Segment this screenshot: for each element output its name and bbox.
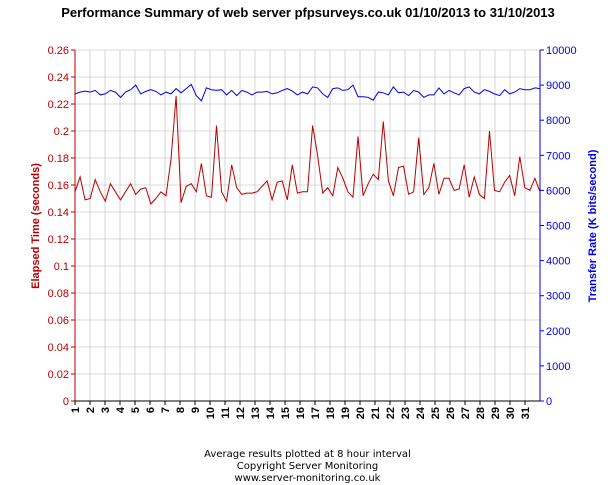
footer-interval-note: Average results plotted at 8 hour interv… xyxy=(204,449,411,460)
y-tick-label-left: 0.18 xyxy=(48,153,69,165)
x-tick-label: 24 xyxy=(415,406,427,419)
y-tick-label-left: 0.04 xyxy=(48,342,69,354)
y-tick-label-right: 3000 xyxy=(546,291,570,303)
series-group xyxy=(74,83,541,205)
y-tick-label-right: 4000 xyxy=(546,256,570,268)
x-tick-label: 5 xyxy=(130,407,142,413)
x-tick-label: 8 xyxy=(175,407,187,413)
y-tick-label-left: 0.24 xyxy=(48,72,69,84)
x-tick-label: 18 xyxy=(325,407,337,419)
x-tick-label: 17 xyxy=(310,407,322,419)
x-ticks: 1 2 3 4 5 6 7 8 9 10 11 12 13 14 15 16 17 18 19 20 21 22 23 24 2… xyxy=(70,401,532,419)
x-tick-label: 23 xyxy=(400,407,412,419)
y-ticks-left: 0 0.02 0.04 0.06 0.08 0.1 0.12 0.14 0.16 0.18 0.2 0… xyxy=(48,45,75,408)
y-axis-label-left: Elapsed Time (seconds) xyxy=(30,163,42,289)
y-tick-label-left: 0.1 xyxy=(54,261,69,273)
x-tick-label: 25 xyxy=(430,407,442,419)
axes xyxy=(74,50,541,402)
x-tick-label: 13 xyxy=(250,407,262,419)
footer-copyright: Copyright Server Monitoring xyxy=(236,461,379,472)
y-tick-label-left: 0.14 xyxy=(48,207,69,219)
x-tick-label: 9 xyxy=(190,407,202,413)
y-tick-label-left: 0.08 xyxy=(48,288,69,300)
x-tick-label: 11 xyxy=(220,407,232,419)
x-tick-label: 26 xyxy=(445,407,457,419)
y-tick-label-right: 10000 xyxy=(546,45,577,57)
x-tick-label: 3 xyxy=(100,407,112,413)
x-tick-label: 7 xyxy=(160,407,172,413)
y-tick-label-right: 6000 xyxy=(546,185,570,197)
x-tick-label: 4 xyxy=(115,406,127,413)
y-tick-label-left: 0.06 xyxy=(48,315,69,327)
x-tick-label: 31 xyxy=(520,407,532,419)
x-tick-label: 15 xyxy=(280,407,292,419)
x-tick-label: 2 xyxy=(85,407,97,413)
x-tick-label: 21 xyxy=(370,407,382,419)
x-tick-label: 29 xyxy=(490,407,502,419)
x-tick-label: 1 xyxy=(70,407,82,413)
y-axis-label-right: Transfer Rate (K bits/second) xyxy=(587,149,599,302)
x-tick-label: 28 xyxy=(475,407,487,419)
series-line-transfer-rate xyxy=(74,83,541,102)
y-tick-label-left: 0.16 xyxy=(48,180,69,192)
x-tick-label: 6 xyxy=(145,407,157,413)
y-tick-label-right: 8000 xyxy=(546,115,570,127)
footer-website: www.server-monitoring.co.uk xyxy=(234,473,381,484)
y-ticks-right: 0 1000 2000 3000 4000 5000 6000 7000 8000 9000 100… xyxy=(540,45,577,408)
y-tick-label-right: 5000 xyxy=(546,221,570,233)
x-tick-label: 16 xyxy=(295,407,307,419)
series-line-elapsed-time xyxy=(74,95,541,205)
x-tick-label: 20 xyxy=(355,407,367,419)
y-tick-label-right: 7000 xyxy=(546,150,570,162)
y-tick-label-left: 0.2 xyxy=(54,126,69,138)
x-tick-label: 22 xyxy=(385,407,397,419)
x-tick-label: 30 xyxy=(505,407,517,419)
x-tick-label: 19 xyxy=(340,407,352,419)
y-tick-label-right: 1000 xyxy=(546,361,570,373)
x-tick-label: 12 xyxy=(235,407,247,419)
grid xyxy=(75,49,540,401)
y-tick-label-left: 0.12 xyxy=(48,234,69,246)
y-tick-label-left: 0.26 xyxy=(48,45,69,57)
y-tick-label-left: 0.22 xyxy=(48,99,69,111)
chart-title: Performance Summary of web server pfpsur… xyxy=(61,5,555,20)
y-tick-label-right: 9000 xyxy=(546,80,570,92)
y-tick-label-left: 0 xyxy=(63,396,69,408)
y-tick-label-right: 0 xyxy=(546,396,552,408)
x-tick-label: 14 xyxy=(265,406,277,419)
y-tick-label-right: 2000 xyxy=(546,326,570,338)
x-tick-label: 10 xyxy=(205,407,217,419)
y-tick-label-left: 0.02 xyxy=(48,369,69,381)
x-tick-label: 27 xyxy=(460,407,472,419)
